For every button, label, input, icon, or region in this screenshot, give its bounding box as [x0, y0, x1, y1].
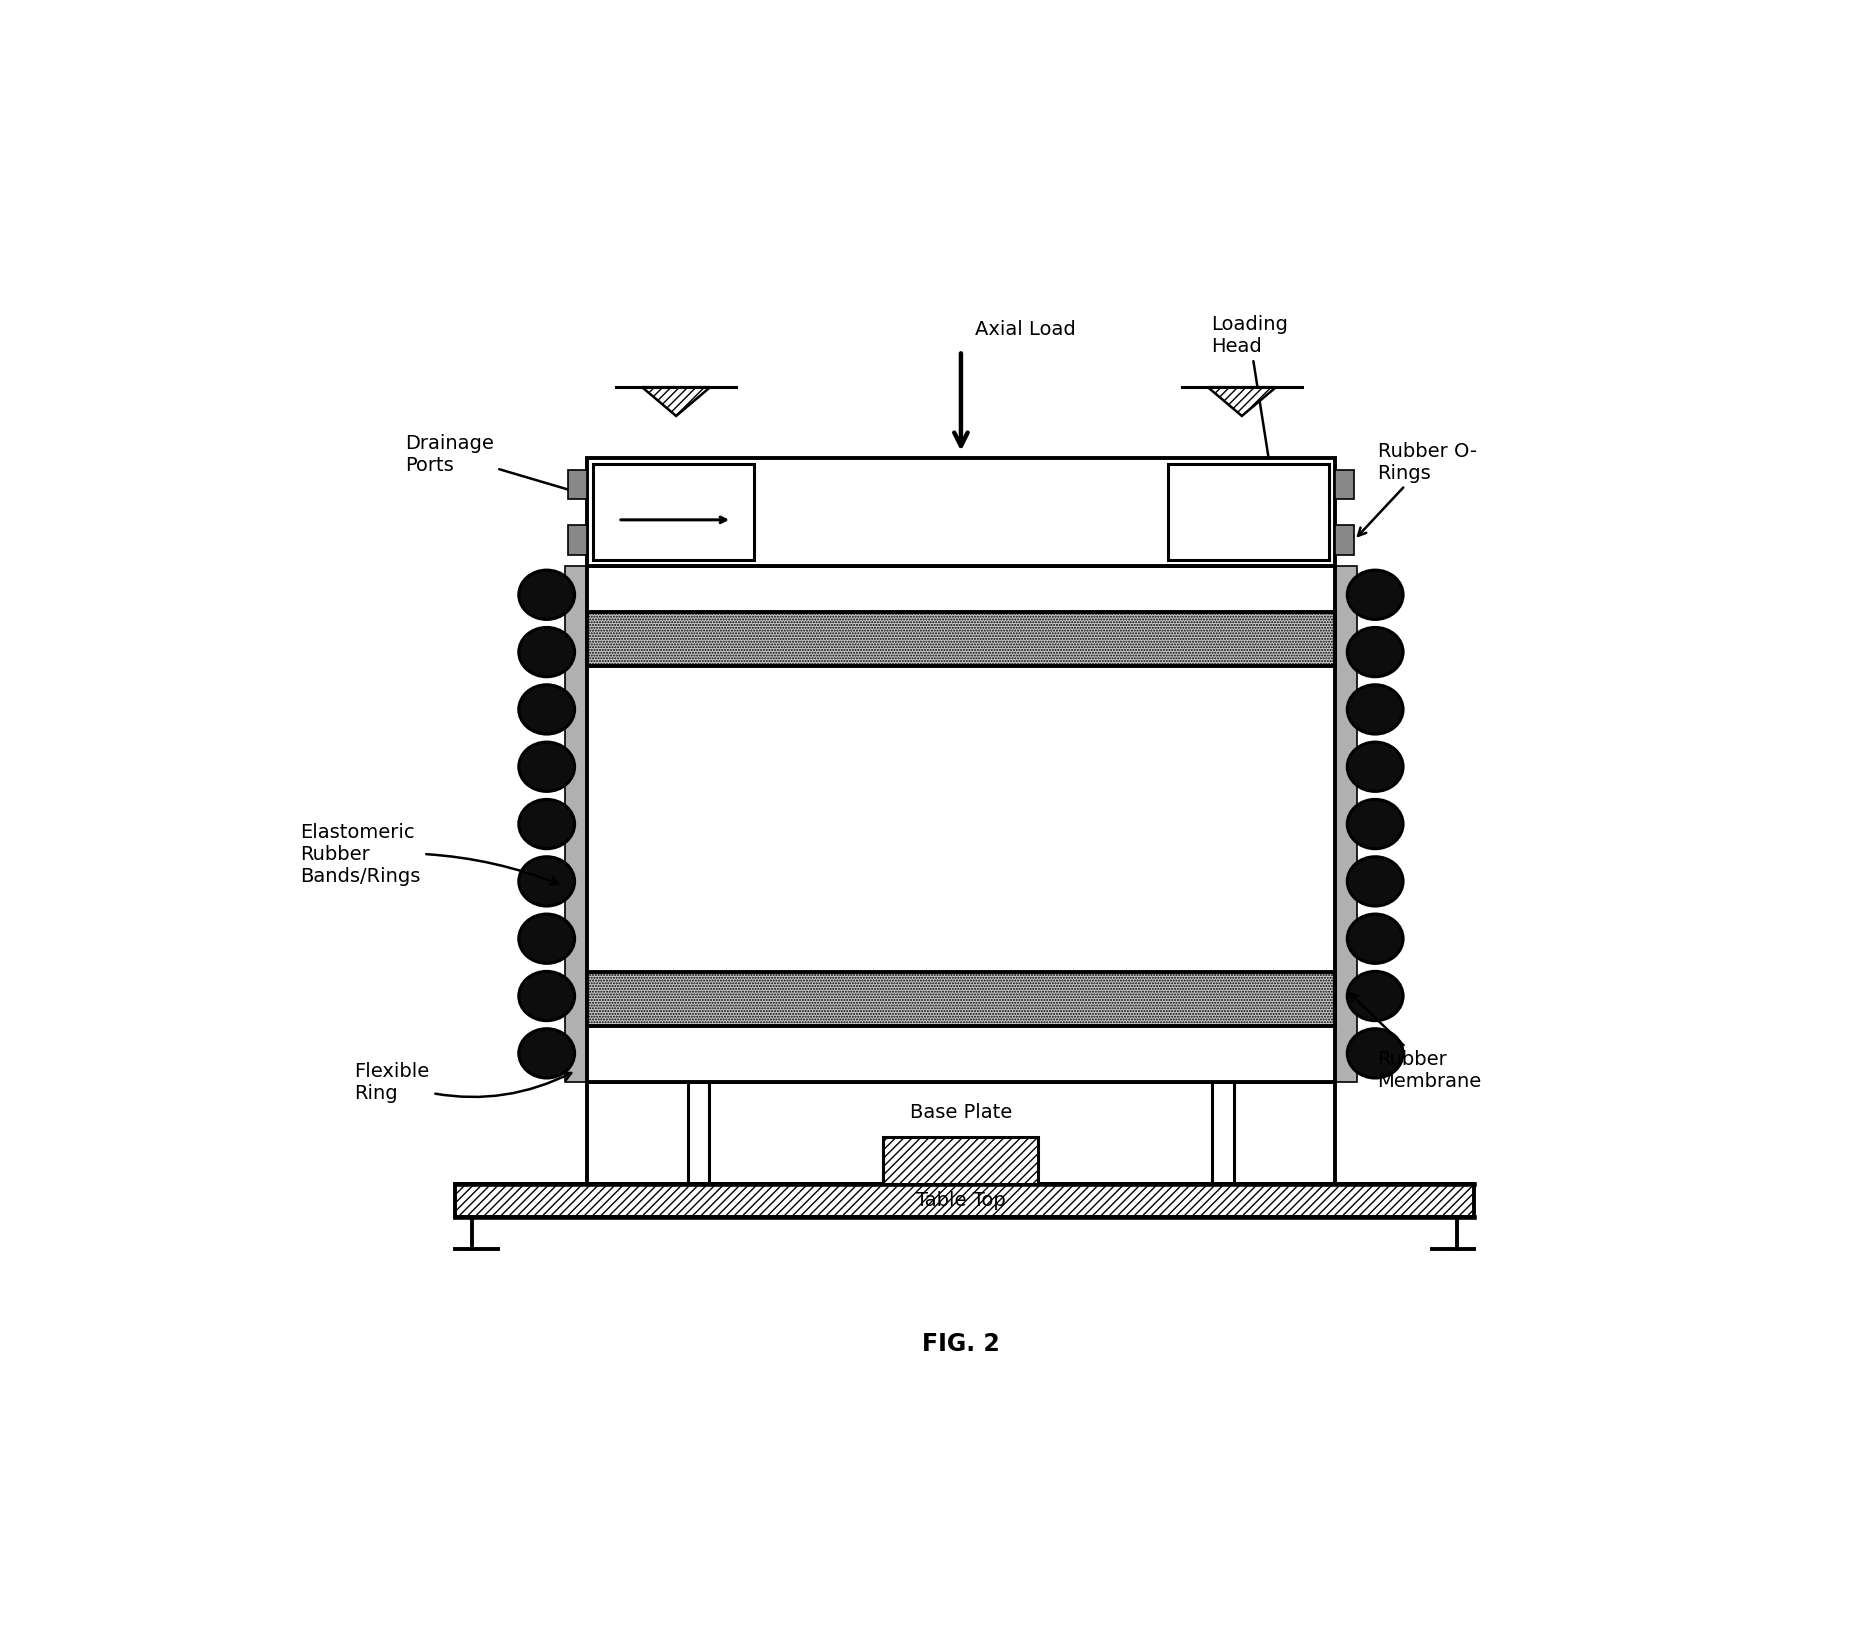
- Text: Loading
Head: Loading Head: [1211, 314, 1288, 480]
- Bar: [568, 470, 587, 500]
- Ellipse shape: [519, 972, 574, 1021]
- Bar: [456, 1184, 1474, 1217]
- Ellipse shape: [1348, 1029, 1402, 1078]
- Text: Porous Disc: Porous Disc: [636, 947, 917, 1000]
- Text: Porous Disc: Porous Disc: [996, 547, 1159, 636]
- Ellipse shape: [519, 799, 574, 848]
- Ellipse shape: [519, 570, 574, 620]
- Polygon shape: [641, 388, 711, 416]
- Text: Rubber
Membrane: Rubber Membrane: [1350, 993, 1481, 1092]
- Bar: [564, 566, 587, 1082]
- Ellipse shape: [519, 628, 574, 677]
- Bar: [587, 566, 1335, 1082]
- Bar: [592, 465, 754, 561]
- Polygon shape: [1208, 388, 1277, 416]
- Ellipse shape: [1348, 686, 1402, 735]
- Bar: [568, 526, 587, 554]
- Ellipse shape: [519, 741, 574, 791]
- Ellipse shape: [1348, 857, 1402, 906]
- Text: Elastomeric
Rubber
Bands/Rings: Elastomeric Rubber Bands/Rings: [300, 824, 559, 886]
- Text: Rubber O-
Rings: Rubber O- Rings: [1358, 442, 1476, 536]
- Bar: [1335, 526, 1354, 554]
- Ellipse shape: [1348, 914, 1402, 963]
- Text: Cylindrical Soil Specimen: Cylindrical Soil Specimen: [829, 801, 1093, 822]
- Bar: [1168, 465, 1329, 561]
- Bar: [587, 972, 1335, 1026]
- Text: Base Plate: Base Plate: [909, 1103, 1013, 1123]
- Ellipse shape: [1348, 570, 1402, 620]
- Ellipse shape: [519, 857, 574, 906]
- Ellipse shape: [1348, 628, 1402, 677]
- Bar: [883, 1136, 1039, 1184]
- Bar: [587, 1082, 1335, 1184]
- Ellipse shape: [1348, 799, 1402, 848]
- Bar: [1335, 470, 1354, 500]
- Ellipse shape: [1348, 972, 1402, 1021]
- Ellipse shape: [519, 914, 574, 963]
- Text: Drainage
Ports: Drainage Ports: [405, 434, 666, 520]
- Ellipse shape: [1348, 741, 1402, 791]
- Text: FIG. 2: FIG. 2: [922, 1332, 999, 1356]
- Ellipse shape: [519, 1029, 574, 1078]
- Ellipse shape: [519, 686, 574, 735]
- Bar: [1335, 566, 1358, 1082]
- Bar: [587, 459, 1335, 566]
- Text: Flexible
Ring: Flexible Ring: [354, 1062, 572, 1103]
- Text: Axial Load: Axial Load: [975, 321, 1076, 339]
- Bar: [587, 612, 1335, 666]
- Text: Table Top: Table Top: [917, 1192, 1005, 1210]
